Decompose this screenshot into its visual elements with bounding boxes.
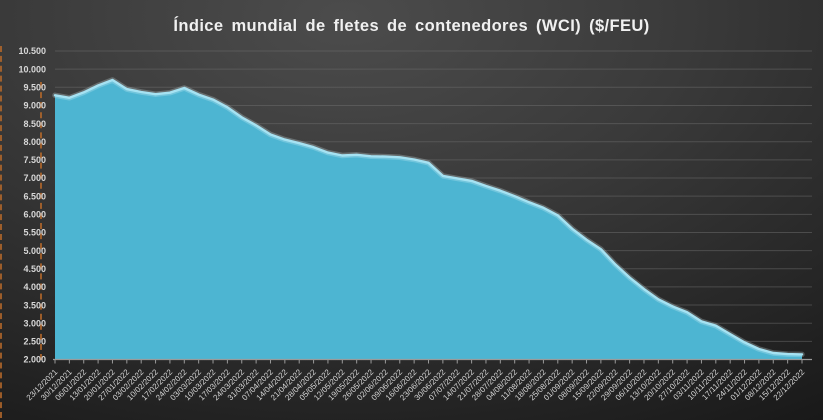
y-axis-label: 10.000 xyxy=(18,64,46,74)
selection-dash-left-edge xyxy=(0,46,2,418)
y-axis-label: 4.500 xyxy=(23,264,46,274)
y-axis-label: 2.000 xyxy=(23,355,46,365)
y-axis-label: 7.500 xyxy=(23,155,46,165)
y-axis-label: 5.000 xyxy=(23,246,46,256)
y-axis-label: 6.000 xyxy=(23,210,46,220)
y-axis-label: 10.500 xyxy=(18,46,46,56)
y-axis-label: 3.500 xyxy=(23,300,46,310)
y-axis-label: 2.500 xyxy=(23,337,46,347)
y-axis-label: 7.000 xyxy=(23,173,46,183)
y-axis-label: 9.000 xyxy=(23,101,46,111)
y-axis-label: 9.500 xyxy=(23,82,46,92)
area-series-line xyxy=(53,78,804,356)
chart-title: Índice mundial de fletes de contenedores… xyxy=(173,17,650,35)
y-axis-label: 8.000 xyxy=(23,137,46,147)
y-axis-label: 3.000 xyxy=(23,318,46,328)
y-axis-label: 6.500 xyxy=(23,191,46,201)
y-axis-label: 5.500 xyxy=(23,228,46,238)
area-series-wci xyxy=(55,80,802,360)
y-axis-label: 4.000 xyxy=(23,282,46,292)
selection-dash-inner xyxy=(40,82,42,360)
y-axis-label: 8.500 xyxy=(23,119,46,129)
